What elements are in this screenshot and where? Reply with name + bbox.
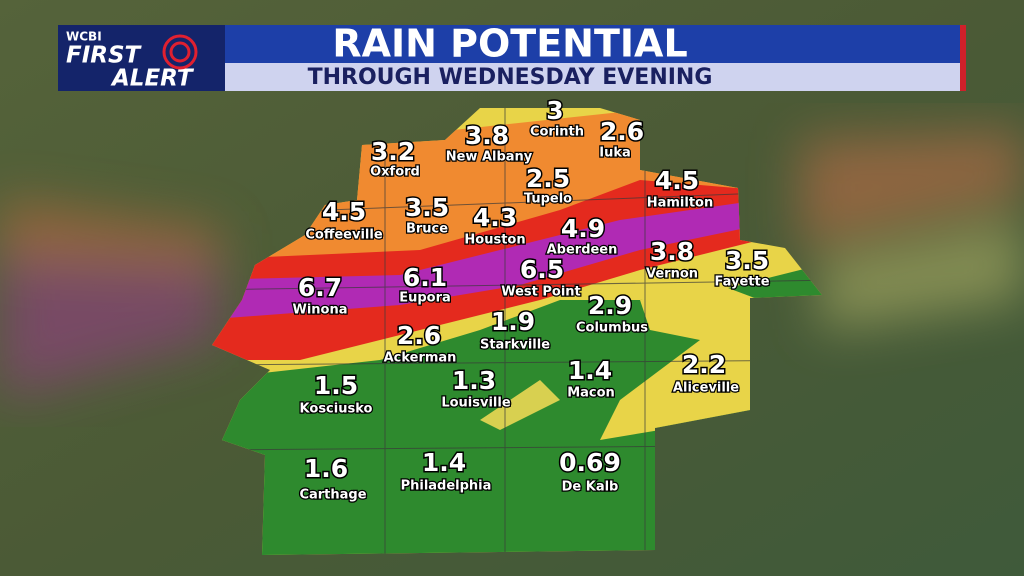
city-value: 2.6 bbox=[397, 321, 441, 350]
city-value: 1.6 bbox=[304, 454, 348, 483]
city-name: Kosciusko bbox=[300, 402, 373, 417]
city-value: 2.5 bbox=[526, 164, 570, 193]
logo-line1: FIRST bbox=[66, 43, 143, 69]
city-name: Bruce bbox=[406, 222, 448, 237]
city-name: Aberdeen bbox=[547, 243, 618, 258]
city-name: Coffeeville bbox=[305, 228, 382, 243]
city-name: Carthage bbox=[299, 488, 366, 503]
city-name: Vernon bbox=[646, 267, 698, 282]
city-name: West Point bbox=[501, 285, 581, 300]
city-value: 0.69 bbox=[559, 448, 621, 477]
city-name: Starkville bbox=[480, 338, 550, 353]
title: RAIN POTENTIAL bbox=[332, 22, 687, 66]
logo-station: WCBI bbox=[66, 30, 102, 44]
city-name: Tupelo bbox=[524, 192, 572, 207]
city-name: Eupora bbox=[399, 291, 451, 306]
city-value: 4.9 bbox=[561, 214, 605, 243]
city-value: 6.7 bbox=[298, 273, 342, 302]
city-value: 3 bbox=[546, 96, 563, 125]
city-name: Columbus bbox=[576, 321, 648, 336]
logo-line2: ALERT bbox=[110, 66, 195, 92]
city-value: 4.5 bbox=[655, 166, 699, 195]
city-name: De Kalb bbox=[562, 480, 619, 495]
city-name: Houston bbox=[464, 233, 525, 248]
city-name: New Albany bbox=[446, 150, 533, 165]
city-value: 3.2 bbox=[371, 137, 415, 166]
city-value: 3.8 bbox=[650, 237, 694, 266]
city-value: 1.4 bbox=[568, 356, 612, 385]
city-value: 6.1 bbox=[403, 263, 447, 292]
city-name: Iuka bbox=[599, 146, 631, 161]
city-name: Ackerman bbox=[384, 351, 457, 366]
city-value: 1.3 bbox=[452, 366, 496, 395]
subtitle: THROUGH WEDNESDAY EVENING bbox=[308, 65, 713, 90]
city-name: Winona bbox=[292, 303, 347, 318]
city-value: 6.5 bbox=[520, 255, 564, 284]
city-value: 2.6 bbox=[600, 117, 644, 146]
city-value: 1.9 bbox=[491, 307, 535, 336]
city-value: 3.5 bbox=[725, 246, 769, 275]
city-value: 1.5 bbox=[314, 371, 358, 400]
city-value: 2.2 bbox=[682, 350, 726, 379]
city-name: Hamilton bbox=[647, 196, 714, 211]
city-name: Fayette bbox=[714, 275, 769, 290]
city-value: 4.3 bbox=[473, 203, 517, 232]
city-name: Oxford bbox=[370, 165, 420, 180]
city-name: Aliceville bbox=[673, 381, 739, 396]
city-name: Corinth bbox=[530, 125, 584, 140]
city-value: 1.4 bbox=[422, 448, 466, 477]
city-value: 4.5 bbox=[322, 197, 366, 226]
header: WCBI FIRST ALERT RAIN POTENTIAL THROUGH … bbox=[58, 22, 966, 92]
city-value: 3.8 bbox=[465, 121, 509, 150]
city-name: Louisville bbox=[441, 396, 511, 411]
city-value: 3.5 bbox=[405, 193, 449, 222]
city-value: 2.9 bbox=[588, 291, 632, 320]
city-name: Philadelphia bbox=[401, 479, 492, 494]
city-name: Macon bbox=[567, 386, 615, 401]
